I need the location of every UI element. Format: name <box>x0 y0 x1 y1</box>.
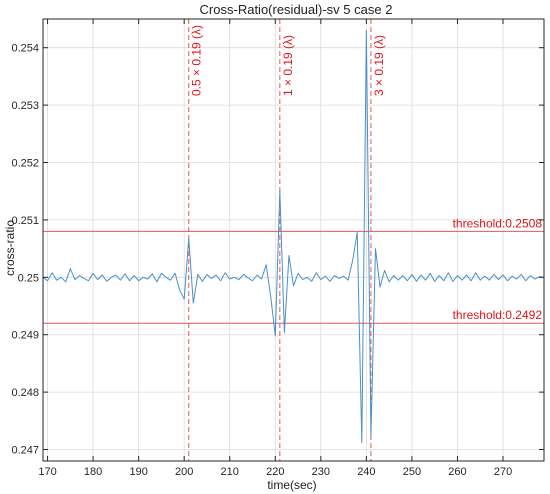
chart-title: Cross-Ratio(residual)-sv 5 case 2 <box>200 2 393 17</box>
x-tick-label: 220 <box>266 466 284 478</box>
x-tick-label: 170 <box>38 466 56 478</box>
axes-frame <box>42 18 545 462</box>
y-tick-label: 0.247 <box>11 445 39 457</box>
x-axis-label: time(sec) <box>267 478 316 492</box>
y-tick-label: 0.254 <box>11 43 39 55</box>
y-tick-label: 0.249 <box>11 330 39 342</box>
plot-background <box>43 19 544 461</box>
y-tick-label: 0.252 <box>11 158 39 170</box>
x-tick-label: 260 <box>448 466 466 478</box>
y-tick-label: 0.25 <box>18 272 39 284</box>
y-tick-label: 0.248 <box>11 387 39 399</box>
event-label: 3 × 0.19 (λ) <box>372 35 386 96</box>
series-line <box>42 29 545 444</box>
y-axis-label: cross-ratio <box>3 220 17 276</box>
y-tick-label: 0.251 <box>11 215 39 227</box>
x-tick-label: 270 <box>494 466 512 478</box>
event-label: 0.5 × 0.19 (λ) <box>190 25 204 96</box>
event-label: 1 × 0.19 (λ) <box>281 35 295 96</box>
x-tick-label: 200 <box>175 466 193 478</box>
y-tick-label: 0.253 <box>11 100 39 112</box>
x-tick-label: 210 <box>221 466 239 478</box>
x-tick-label: 240 <box>357 466 375 478</box>
x-tick-label: 190 <box>129 466 147 478</box>
x-tick-label: 180 <box>84 466 102 478</box>
x-tick-label: 250 <box>403 466 421 478</box>
threshold-label: threshold:0.2508 <box>453 216 543 230</box>
x-tick-label: 230 <box>312 466 330 478</box>
plot-area: threshold:0.2508 threshold:0.2492 0.5 × 0.… <box>11 18 545 478</box>
threshold-label: threshold:0.2492 <box>453 308 543 322</box>
